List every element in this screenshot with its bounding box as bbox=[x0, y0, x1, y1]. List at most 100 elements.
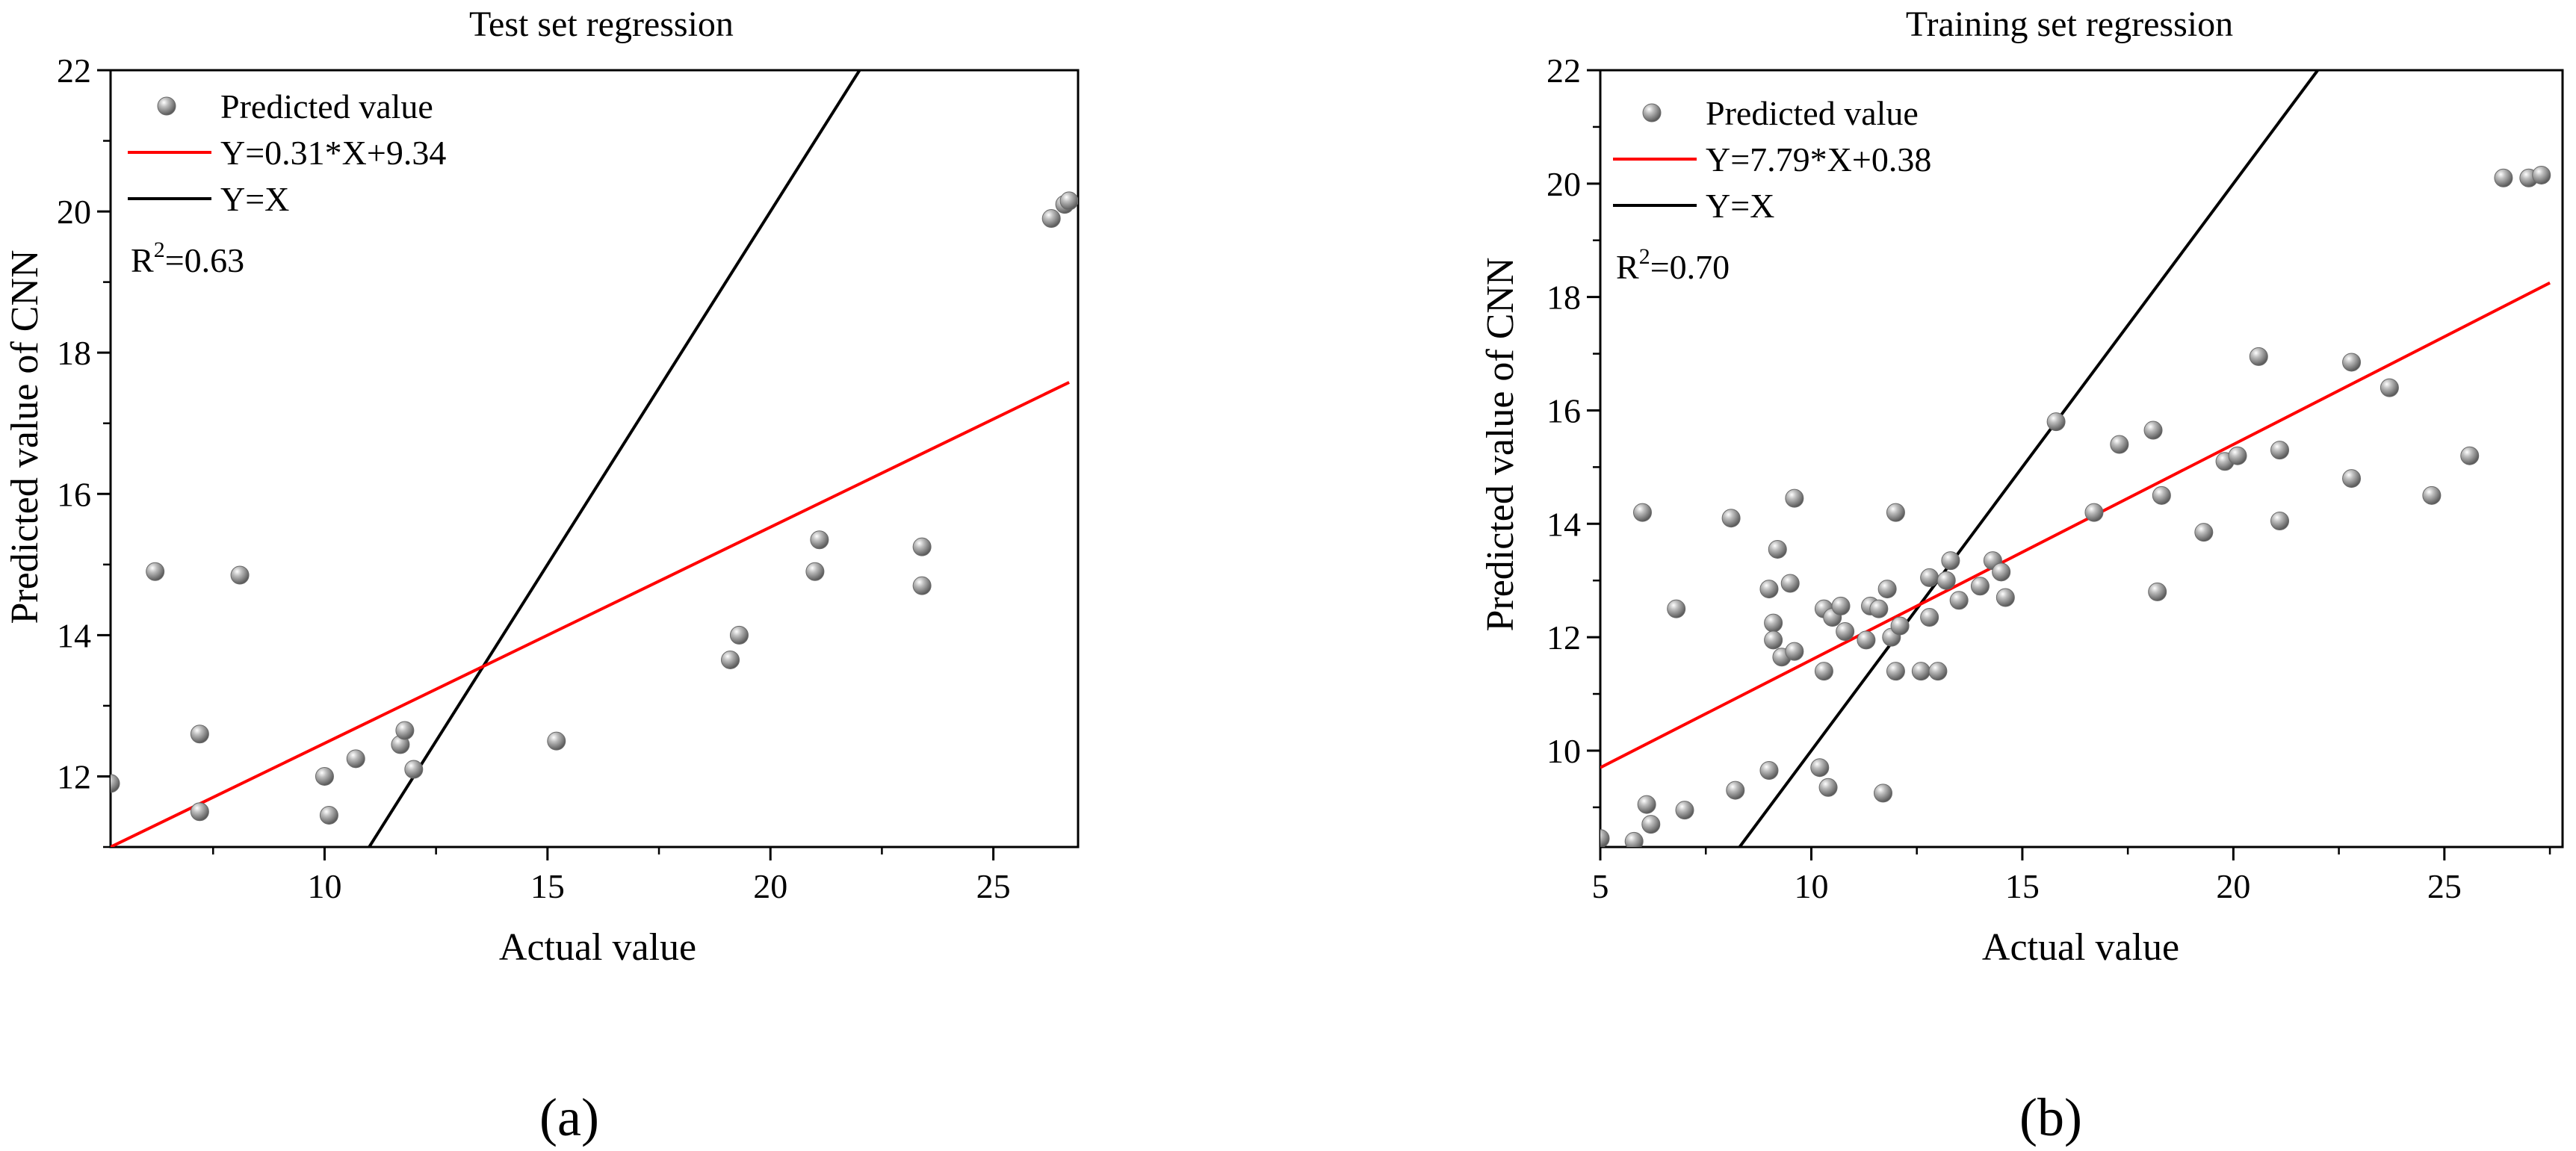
chart-title: Training set regression bbox=[1906, 4, 2233, 44]
x-tick-label: 15 bbox=[2005, 867, 2040, 905]
data-point bbox=[547, 731, 566, 751]
data-point bbox=[319, 805, 338, 825]
y-tick-label: 16 bbox=[57, 475, 91, 513]
data-point bbox=[2228, 446, 2247, 465]
data-point bbox=[1780, 574, 1800, 593]
data-point bbox=[1759, 580, 1779, 599]
y-axis-title: Predicted value of CNN bbox=[1479, 257, 1522, 631]
panel-label: (a) bbox=[539, 1088, 599, 1147]
data-point bbox=[2152, 485, 2171, 505]
data-point bbox=[912, 537, 932, 556]
data-point bbox=[1831, 596, 1851, 615]
data-point bbox=[1785, 488, 1804, 508]
data-point bbox=[230, 565, 250, 585]
data-point bbox=[1059, 191, 1078, 211]
data-point bbox=[2270, 441, 2290, 460]
data-point bbox=[721, 650, 740, 669]
data-point bbox=[1996, 588, 2015, 607]
fit-line bbox=[111, 381, 1070, 847]
data-point bbox=[1675, 801, 1694, 820]
data-point bbox=[1764, 613, 1783, 633]
data-point bbox=[2046, 412, 2066, 432]
data-point bbox=[2494, 168, 2513, 187]
data-point bbox=[2249, 347, 2268, 366]
data-point bbox=[2143, 421, 2163, 440]
x-tick-label: 15 bbox=[530, 867, 565, 905]
data-point bbox=[2084, 503, 2104, 522]
chart-title: Test set regression bbox=[469, 4, 734, 44]
data-point bbox=[1992, 562, 2011, 582]
data-point bbox=[1941, 551, 1960, 571]
data-point bbox=[1726, 781, 1745, 800]
y-tick-label: 20 bbox=[57, 193, 91, 231]
legend-label: Predicted value bbox=[220, 87, 433, 125]
plot-frame bbox=[1599, 69, 2564, 848]
legend-point-marker bbox=[1642, 103, 1662, 122]
x-axis-title: Actual value bbox=[1982, 926, 2179, 969]
y-tick-label: 20 bbox=[1546, 165, 1581, 203]
data-point bbox=[2342, 469, 2362, 488]
data-point bbox=[1949, 591, 1969, 610]
data-point bbox=[1785, 642, 1804, 661]
y-tick-label: 14 bbox=[1546, 505, 1581, 543]
data-point bbox=[111, 774, 120, 793]
data-point bbox=[805, 562, 825, 581]
data-point bbox=[346, 749, 365, 769]
data-point bbox=[1836, 622, 1855, 642]
r2-base: R bbox=[1616, 248, 1639, 286]
r2-superscript: 2 bbox=[154, 238, 165, 262]
chart-panel-test: Test set regression 10 15 20 25121416182022… bbox=[4, 4, 1080, 1147]
x-tick-label: 10 bbox=[1794, 867, 1828, 905]
data-point bbox=[1877, 580, 1897, 599]
data-point bbox=[1637, 795, 1656, 814]
data-point bbox=[190, 802, 209, 822]
r2-base: R bbox=[131, 241, 154, 279]
x-axis-title: Actual value bbox=[499, 926, 696, 969]
data-point bbox=[2342, 353, 2362, 372]
data-point bbox=[810, 530, 829, 550]
legend: Predicted value Y=0.31*X+9.34 Y=X bbox=[128, 87, 446, 218]
data-point bbox=[315, 766, 334, 786]
data-point bbox=[2270, 512, 2290, 531]
data-point bbox=[2110, 435, 2129, 454]
identity-line bbox=[1738, 70, 2319, 847]
plot-area: 5 10 15 20 25 10 12 14 16 18 20 22 Predicted value Y=… bbox=[1546, 52, 2564, 905]
data-point bbox=[1632, 503, 1652, 522]
data-point bbox=[146, 562, 165, 581]
y-tick-label: 18 bbox=[57, 334, 91, 372]
data-point bbox=[1911, 662, 1931, 681]
y-axis-title: Predicted value of CNN bbox=[4, 249, 46, 624]
x-tick-label: 25 bbox=[2427, 867, 2462, 905]
data-point bbox=[1886, 662, 1905, 681]
r-squared-annotation: R2=0.70 bbox=[1616, 244, 1730, 286]
chart-panel-training: Training set regression 5 10 15 20 25 10 12 14 1… bbox=[1479, 4, 2564, 1147]
data-point bbox=[190, 725, 209, 744]
fit-line bbox=[1600, 281, 2551, 769]
data-point bbox=[2422, 485, 2442, 505]
data-point bbox=[1764, 630, 1783, 650]
data-point bbox=[395, 721, 415, 740]
y-tick-label: 12 bbox=[57, 757, 91, 795]
x-tick-label: 20 bbox=[2216, 867, 2250, 905]
data-point bbox=[2460, 446, 2480, 465]
panel-label: (b) bbox=[2019, 1088, 2082, 1147]
x-tick-label: 10 bbox=[307, 867, 341, 905]
x-tick-label: 25 bbox=[976, 867, 1011, 905]
y-tick-label: 14 bbox=[57, 616, 91, 654]
y-tick-label: 22 bbox=[57, 52, 91, 90]
data-point bbox=[1920, 608, 1939, 627]
data-point bbox=[1920, 568, 1939, 587]
data-point bbox=[1041, 209, 1061, 229]
x-tick-label: 5 bbox=[1592, 867, 1609, 905]
r2-value: =0.63 bbox=[165, 241, 244, 279]
r-squared-annotation: R2=0.63 bbox=[131, 238, 244, 279]
data-layer bbox=[1600, 70, 2551, 847]
data-point bbox=[1857, 630, 1876, 650]
legend-label: Y=X bbox=[220, 180, 289, 218]
legend-label: Y=X bbox=[1706, 187, 1774, 225]
data-point bbox=[2194, 523, 2214, 542]
data-point bbox=[1641, 815, 1661, 834]
data-point bbox=[1759, 761, 1779, 781]
y-tick-label: 16 bbox=[1546, 391, 1581, 429]
legend-label: Predicted value bbox=[1706, 94, 1919, 132]
